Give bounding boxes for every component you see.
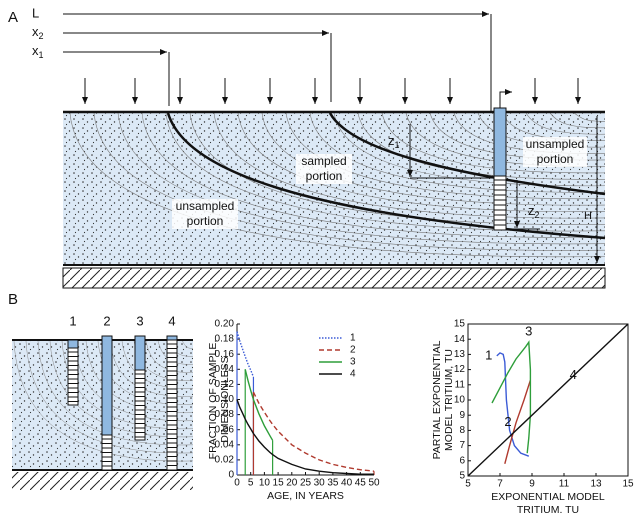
x-tick-label: 50	[368, 478, 380, 489]
x-tick-label: 0	[234, 478, 240, 489]
x-tick-label: 20	[286, 478, 298, 489]
series-label: 2	[504, 414, 511, 429]
x-axis-label: AGE, IN YEARS	[267, 490, 344, 502]
x-tick-label: 11	[559, 479, 570, 490]
y-tick-label: 15	[454, 319, 466, 330]
well-label: 4	[168, 313, 175, 328]
y-axis-label: MODEL TRITIUM, TU	[443, 349, 455, 451]
x-tick-label: 5	[248, 478, 254, 489]
dim-label: x1	[32, 43, 44, 60]
series-label: 3	[525, 324, 532, 339]
x-tick-label: 30	[314, 478, 326, 489]
legend-label: 2	[350, 345, 356, 356]
dim-label: L	[32, 5, 39, 20]
well-casing	[135, 336, 145, 370]
x-axis-label: TRITIUM, TU	[517, 504, 579, 513]
well-label: 3	[136, 313, 143, 328]
y-tick-label: 8	[459, 425, 465, 436]
aquifer	[63, 112, 605, 265]
x-tick-label: 15	[273, 478, 285, 489]
bedrock	[63, 268, 605, 288]
dim-label: x2	[32, 24, 44, 41]
panel-label: B	[8, 291, 18, 308]
panel-b: B 1 2 3 4	[8, 291, 193, 490]
y-axis-label: DIMENSIONLESS	[219, 356, 231, 442]
region-label: unsampled	[526, 137, 585, 151]
legend-label: 1	[350, 333, 356, 344]
y-tick-label: 13	[454, 349, 466, 360]
x-tick-label: 15	[622, 479, 634, 490]
well-label: 2	[103, 313, 110, 328]
well-screen	[494, 176, 506, 230]
y-tick-label: 6	[459, 455, 465, 466]
x-tick-label: 5	[465, 479, 471, 490]
region-label: portion	[537, 152, 574, 166]
region-label: unsampled	[176, 199, 235, 213]
x-tick-label: 35	[327, 478, 339, 489]
x-axis-label: EXPONENTIAL MODEL	[491, 491, 605, 503]
series-label: 1	[485, 347, 492, 362]
y-tick-label: 14	[454, 334, 466, 345]
x-tick-label: 10	[259, 478, 271, 489]
well-casing	[68, 340, 78, 348]
x-tick-label: 7	[497, 479, 503, 490]
figure: A L x2 x1 z1 z2 H sampled portion	[0, 0, 639, 513]
panel-a: A L x2 x1 z1 z2 H sampled portion	[8, 5, 605, 288]
x-tick-label: 25	[300, 478, 312, 489]
y-axis-label: PARTIAL EXPONENTIAL	[431, 340, 443, 459]
series-line	[253, 392, 374, 471]
panel-label: A	[8, 9, 18, 26]
well-label: 1	[69, 313, 76, 328]
y-axis-label: FRACTION OF SAMPLE,	[207, 340, 219, 460]
well-casing	[167, 336, 177, 340]
charts: 00.020.040.060.080.100.120.140.160.180.2…	[207, 319, 634, 513]
legend-label: 4	[350, 369, 356, 380]
region-label: sampled	[301, 154, 346, 168]
legend-label: 3	[350, 357, 356, 368]
y-tick-label: 7	[459, 440, 465, 451]
h-label: H	[584, 210, 592, 222]
bedrock	[12, 472, 193, 490]
well-screen	[167, 340, 177, 470]
well-casing	[102, 336, 112, 435]
series-line	[245, 369, 272, 440]
series-label: 4	[570, 367, 577, 382]
y-tick-label: 12	[454, 364, 466, 375]
y-tick-label: 0.20	[215, 319, 235, 330]
well-casing	[494, 108, 506, 176]
region-label: portion	[306, 169, 343, 183]
y-tick-label: 9	[459, 410, 465, 421]
y-tick-label: 10	[454, 395, 466, 406]
x-tick-label: 13	[590, 479, 602, 490]
x-tick-label: 40	[341, 478, 353, 489]
y-tick-label: 11	[455, 379, 466, 390]
series-line	[497, 353, 529, 456]
x-tick-label: 45	[355, 478, 367, 489]
pump-arrow	[500, 92, 512, 108]
x-tick-label: 9	[529, 479, 535, 490]
region-label: portion	[187, 214, 224, 228]
